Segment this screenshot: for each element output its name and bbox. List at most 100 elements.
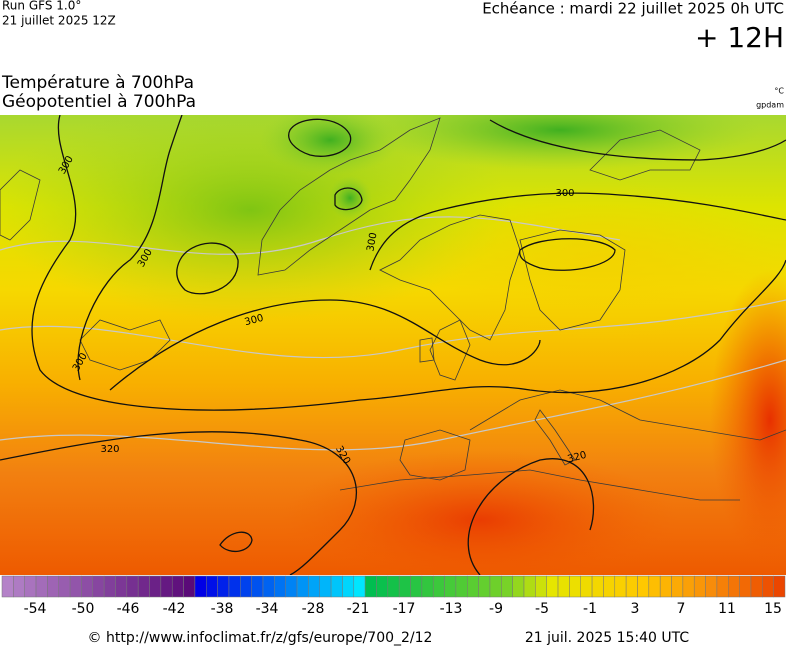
colorbar-swatch [206, 575, 218, 598]
run-date: 21 juillet 2025 12Z [2, 14, 116, 28]
colorbar-swatch [137, 575, 150, 598]
colorbar-swatch [160, 575, 173, 598]
colorbar-swatch [648, 575, 661, 598]
colorbar-swatch [353, 575, 366, 598]
colorbar-swatch [285, 575, 298, 598]
colorbar-swatch [659, 575, 672, 598]
colorbar-tick-label: 3 [631, 601, 640, 617]
colorbar-swatch [274, 575, 286, 598]
colorbar-tick-label: -21 [347, 601, 370, 617]
colorbar-tick-label: -9 [489, 601, 503, 617]
colorbar-swatch [739, 575, 752, 598]
lead-time: + 12H [695, 21, 784, 54]
colorbar-swatch [637, 575, 650, 598]
colorbar: -54 -50 -46 -42 -38 -34 -28 -21 -17 -13 -9 -5 -1 3 7 11… [1, 575, 786, 617]
colorbar-swatch [319, 575, 332, 598]
colorbar-swatch [217, 575, 230, 598]
colorbar-swatch [682, 575, 695, 598]
colorbar-swatch [693, 575, 706, 598]
colorbar-swatch [115, 575, 128, 598]
colorbar-swatch [773, 575, 786, 598]
colorbar-swatch [750, 575, 763, 598]
colorbar-swatch [35, 575, 48, 598]
contour-label: 300 [365, 232, 379, 253]
colorbar-tick-label: -1 [583, 601, 597, 617]
colorbar-tick-label: 15 [764, 601, 782, 617]
colorbar-swatch [262, 575, 275, 598]
generated-time: 21 juil. 2025 15:40 UTC [525, 630, 690, 646]
colorbar-swatch [364, 575, 377, 598]
colorbar-swatch [149, 575, 162, 598]
colorbar-tick-label: -13 [440, 601, 463, 617]
colorbar-swatch [296, 575, 309, 598]
colorbar-swatch [24, 575, 37, 598]
colorbar-swatch [603, 575, 616, 598]
colorbar-tick-label: -5 [535, 601, 549, 617]
contour-label: 300 [243, 313, 264, 329]
colorbar-swatch [478, 575, 491, 598]
colorbar-swatch [762, 575, 774, 598]
colorbar-tick-label: -42 [163, 601, 186, 617]
colorbar-tick-label: -34 [256, 601, 279, 617]
colorbar-swatch [625, 575, 638, 598]
title-temperature: Température à 700hPa [1, 73, 194, 93]
colorbar-swatch [557, 575, 570, 598]
colorbar-tick-label: -17 [393, 601, 416, 617]
colorbar-swatch [444, 575, 457, 598]
colorbar-swatch [81, 575, 94, 598]
contour-label: 300 [555, 188, 574, 199]
colorbar-swatch [512, 575, 525, 598]
colorbar-swatch [92, 575, 105, 598]
colorbar-swatch [728, 575, 740, 598]
colorbar-swatch [194, 575, 207, 598]
colorbar-swatch [455, 575, 468, 598]
colorbar-swatch [251, 575, 264, 598]
colorbar-swatch [126, 575, 139, 598]
source-url: © http://www.infoclimat.fr/z/gfs/europe/… [88, 630, 433, 646]
colorbar-swatch [523, 575, 536, 598]
colorbar-tick-label: -50 [72, 601, 95, 617]
colorbar-swatch [410, 575, 423, 598]
colorbar-swatch [535, 575, 547, 598]
colorbar-swatch [387, 575, 400, 598]
colorbar-swatch [240, 575, 252, 598]
colorbar-swatch [398, 575, 411, 598]
colorbar-swatch [1, 575, 14, 598]
unit-geopotential: gpdam [756, 101, 784, 110]
colorbar-swatch [171, 575, 184, 598]
title-geopotential: Géopotentiel à 700hPa [2, 92, 196, 112]
colorbar-swatch [716, 575, 729, 598]
colorbar-swatch [69, 575, 82, 598]
forecast-time: Echéance : mardi 22 juillet 2025 0h UTC [482, 0, 784, 18]
colorbar-swatch [47, 575, 59, 598]
colorbar-swatch [580, 575, 593, 598]
colorbar-swatch [13, 575, 25, 598]
colorbar-tick-label: -38 [211, 601, 234, 617]
colorbar-swatch [103, 575, 116, 598]
colorbar-swatch [614, 575, 627, 598]
colorbar-swatch [228, 575, 241, 598]
colorbar-swatch [705, 575, 718, 598]
colorbar-swatch [546, 575, 559, 598]
colorbar-swatch [342, 575, 355, 598]
colorbar-swatch [376, 575, 389, 598]
colorbar-tick-label: -46 [117, 601, 140, 617]
colorbar-swatch [489, 575, 502, 598]
colorbar-tick-label: -28 [302, 601, 325, 617]
colorbar-swatch [501, 575, 513, 598]
contour-label: 320 [566, 450, 587, 466]
colorbar-swatch [330, 575, 343, 598]
colorbar-swatch [569, 575, 581, 598]
run-label: Run GFS 1.0° [2, 0, 81, 13]
unit-temperature: °C [774, 87, 784, 96]
colorbar-swatch [421, 575, 434, 598]
colorbar-swatch [183, 575, 196, 598]
colorbar-tick-label: 11 [718, 601, 736, 617]
colorbar-swatch [467, 575, 479, 598]
colorbar-tick-label: 7 [677, 601, 686, 617]
contour-label: 320 [100, 444, 119, 455]
colorbar-swatch [308, 575, 320, 598]
colorbar-swatch [591, 575, 604, 598]
colorbar-swatch [58, 575, 71, 598]
